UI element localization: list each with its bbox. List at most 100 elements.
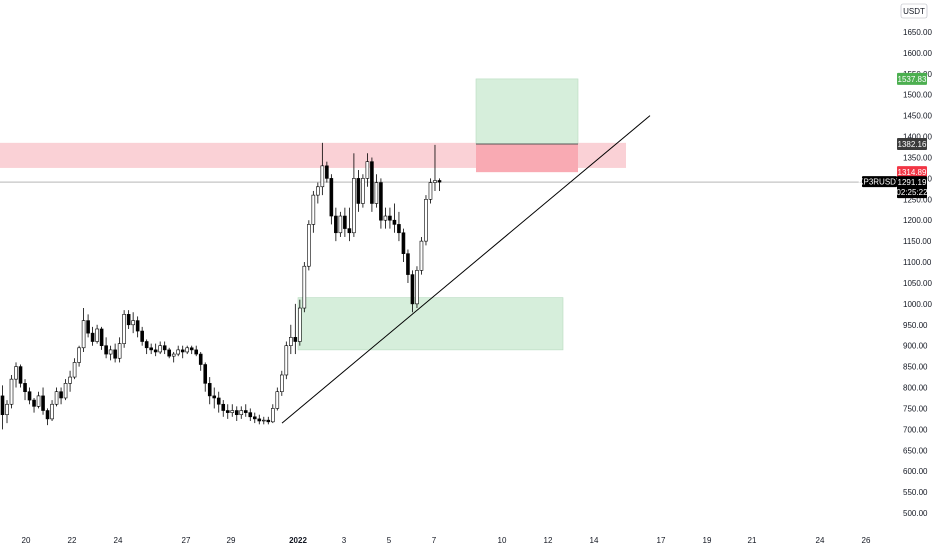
candle-body: [14, 366, 18, 380]
last-price-badge-bg: [897, 176, 927, 199]
price-badges: 1537.83 1382.16 1314.89KP3RUSDT1291.1902:2…: [858, 72, 928, 199]
candle: [45, 408, 50, 426]
candle: [104, 337, 108, 359]
symbol-badge-bg: [862, 176, 897, 188]
zones-layer: [0, 142, 626, 351]
currency-label[interactable]: USDT: [903, 7, 925, 16]
candle-body: [81, 320, 86, 349]
candle-body: [9, 378, 14, 405]
trendline-line[interactable]: [281, 115, 651, 424]
candle-body: [0, 395, 5, 416]
candle-body: [289, 337, 293, 346]
candle-body: [334, 215, 338, 234]
candle-body: [437, 180, 442, 183]
candle-body: [284, 345, 289, 376]
candle-body: [320, 165, 325, 188]
trendline[interactable]: [281, 115, 651, 424]
candle: [198, 351, 203, 371]
candle-body: [176, 349, 180, 355]
candle-body: [397, 224, 401, 234]
candle-body: [347, 228, 352, 234]
y-tick-label: 1200.00: [903, 216, 932, 225]
candle: [320, 142, 325, 196]
candle-body: [158, 345, 162, 353]
candle: [243, 404, 248, 417]
candle-body: [248, 412, 253, 418]
candle: [388, 207, 392, 229]
x-tick-label: 10: [498, 536, 507, 545]
position-tool[interactable]: [475, 78, 579, 173]
candle: [117, 337, 122, 363]
y-tick-label: 1600.00: [903, 49, 932, 58]
candle: [383, 207, 388, 229]
candle: [113, 343, 117, 363]
y-tick-label: 650.00: [903, 446, 928, 455]
candle: [347, 207, 352, 242]
candle: [41, 387, 45, 415]
candle: [293, 303, 298, 355]
candle-body: [95, 328, 99, 342]
candle: [365, 153, 370, 187]
candle: [95, 324, 99, 344]
candle-body: [410, 274, 415, 305]
candle: [221, 400, 226, 417]
candle: [289, 324, 293, 355]
candle-body: [113, 349, 117, 359]
candle-body: [392, 219, 397, 225]
candle: [410, 270, 415, 313]
position-target-area[interactable]: [475, 78, 579, 145]
candle-body: [5, 403, 9, 416]
y-tick-label: 850.00: [903, 363, 928, 372]
candle: [338, 211, 343, 237]
candle: [401, 228, 406, 263]
candle: [140, 326, 144, 346]
candle-body: [167, 349, 171, 357]
candle: [189, 345, 194, 355]
candle-body: [311, 194, 316, 225]
candle: [329, 174, 334, 225]
candle-body: [50, 403, 54, 420]
candle: [5, 400, 9, 424]
candle-body: [424, 199, 428, 242]
y-tick-label: 700.00: [903, 425, 928, 434]
y-tick-label: 900.00: [903, 342, 928, 351]
candle-body: [108, 349, 113, 355]
candle: [0, 385, 5, 430]
candle: [311, 190, 316, 233]
time-axis[interactable]: 20 22 24 27 29 2022 3 5 7 10 12 14 17 19 21 24 26: [22, 536, 871, 545]
x-tick-label: 17: [657, 536, 666, 545]
candle-body: [374, 182, 379, 204]
y-tick-label: 1050.00: [903, 279, 932, 288]
candle-body: [194, 349, 199, 355]
candle: [18, 364, 23, 388]
y-tick-label: 1250.00: [903, 195, 932, 204]
candle-body: [239, 410, 244, 416]
candle-body: [307, 224, 311, 267]
candle: [167, 347, 171, 359]
candle: [63, 379, 68, 401]
candle: [149, 343, 153, 355]
candle-body: [122, 314, 126, 344]
candle: [50, 400, 54, 421]
position-stop-area[interactable]: [476, 144, 578, 173]
x-tick-label: 21: [748, 536, 757, 545]
x-tick-label: 7: [432, 536, 437, 545]
target-price-badge: 1537.83: [898, 75, 927, 84]
candle: [72, 358, 77, 380]
candle-body: [243, 410, 248, 413]
x-tick-label: 2022: [289, 536, 307, 545]
candle-body: [18, 366, 23, 384]
candle-body: [261, 419, 266, 422]
candle-body: [68, 376, 72, 384]
candle: [261, 416, 266, 425]
candle-body: [212, 395, 217, 399]
candle: [185, 345, 190, 355]
target-price-badge-bg: [897, 72, 927, 85]
candle: [424, 195, 428, 246]
candle-body: [207, 383, 212, 397]
candle-body: [171, 353, 176, 357]
candle: [433, 144, 437, 191]
candle: [216, 391, 221, 413]
stop-price-badge-bg: [897, 166, 927, 179]
